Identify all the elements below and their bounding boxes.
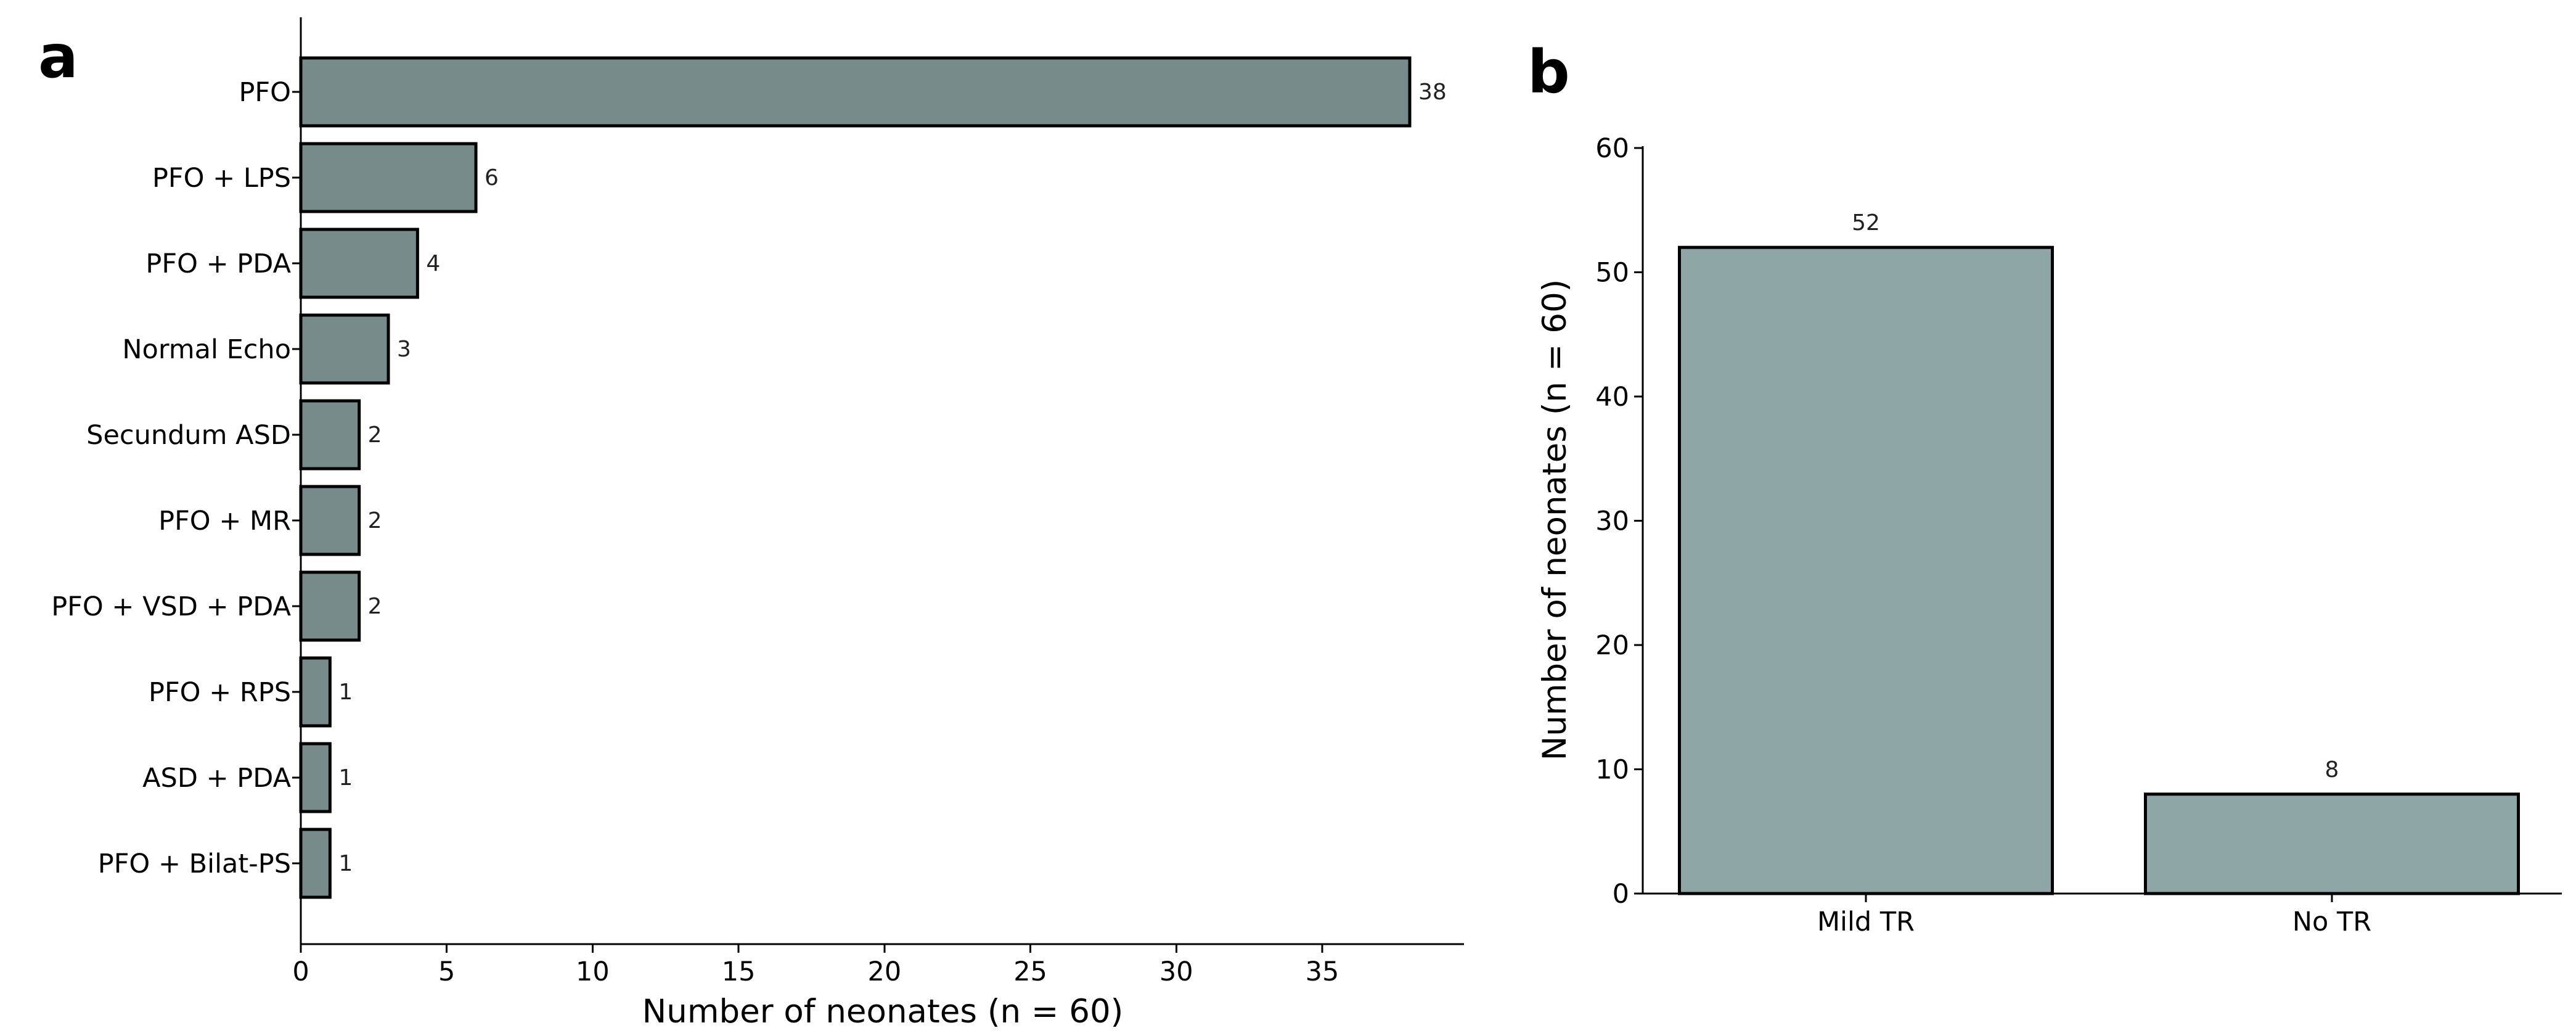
category-label: PFO [239, 77, 291, 108]
bar [2144, 792, 2520, 895]
horizontal-bar-chart: 38 6 4 3 2 2 2 1 1 1 PFO PFO + LPS PFO + PDA Normal … [51, 17, 1464, 1030]
y-tick-label: 0 [1613, 879, 1629, 910]
x-tick-label: 20 [867, 956, 901, 987]
x-tick-label: 5 [438, 956, 455, 987]
bar-value-label: 6 [485, 165, 499, 191]
category-label: PFO + VSD + PDA [51, 591, 291, 622]
x-tick-label: 0 [292, 956, 309, 987]
bar-value-label: 2 [368, 422, 382, 448]
category-label: Secundum ASD [86, 420, 291, 451]
x-tick-label: 25 [1013, 956, 1047, 987]
y-tick-label: 60 [1595, 133, 1629, 164]
bars-group: 52 8 [1678, 210, 2520, 895]
bar-value-label: 3 [397, 337, 411, 362]
vertical-bar-chart: 52 8 Mild TR No TR 0 10 20 30 40 50 60 Number of… [1536, 133, 2562, 937]
category-label: PFO + LPS [152, 163, 291, 194]
bar [1678, 245, 2054, 895]
bar [299, 828, 332, 899]
category-labels-group: PFO PFO + LPS PFO + PDA Normal Echo Secundum… [51, 77, 301, 879]
bar-value-label: 52 [1852, 210, 1880, 236]
bar [299, 570, 361, 642]
bar [299, 56, 1412, 128]
x-tick-label: 10 [576, 956, 610, 987]
bar [299, 228, 419, 299]
bar [299, 399, 361, 471]
bar-value-label: 38 [1418, 80, 1447, 105]
bar [299, 742, 332, 813]
x-tick-label: 30 [1159, 956, 1193, 987]
category-labels-group: Mild TR No TR [1817, 894, 2371, 937]
y-axis-title: Number of neonates (n = 60) [1536, 279, 1574, 761]
bar [299, 142, 478, 213]
bar [299, 656, 332, 728]
category-label: No TR [2292, 906, 2371, 937]
bar [299, 313, 390, 385]
category-label: ASD + PDA [142, 763, 291, 794]
y-tick-label: 30 [1595, 506, 1629, 537]
x-axis-ticks-group: 0 5 10 15 20 25 30 35 [292, 944, 1339, 987]
category-label: PFO + PDA [145, 249, 291, 279]
category-label: PFO + Bilat-PS [98, 849, 291, 879]
bar-value-label: 1 [338, 851, 353, 876]
y-tick-label: 20 [1595, 630, 1629, 661]
x-axis-title: Number of neonates (n = 60) [642, 993, 1124, 1030]
bar-value-label: 8 [2325, 757, 2339, 783]
category-label: Mild TR [1817, 906, 1915, 937]
category-label: PFO + MR [158, 506, 291, 536]
y-tick-label: 50 [1595, 258, 1629, 289]
x-tick-label: 15 [722, 956, 756, 987]
panel-b-label: b [1527, 38, 1570, 107]
bar-value-label: 4 [426, 251, 440, 276]
x-tick-label: 35 [1306, 956, 1339, 987]
bars-group: 38 6 4 3 2 2 2 1 1 1 [299, 56, 1447, 899]
bar-value-label: 1 [338, 765, 353, 791]
category-label: Normal Echo [122, 334, 291, 365]
panel-a-label: a [38, 22, 78, 91]
bar-value-label: 2 [368, 594, 382, 619]
bar-value-label: 1 [338, 680, 353, 705]
bar-value-label: 2 [368, 508, 382, 533]
y-tick-label: 10 [1595, 755, 1629, 786]
y-tick-label: 40 [1595, 382, 1629, 413]
category-label: PFO + RPS [149, 677, 291, 708]
y-axis-ticks-group: 0 10 20 30 40 50 60 [1595, 133, 1643, 910]
bar [299, 485, 361, 556]
